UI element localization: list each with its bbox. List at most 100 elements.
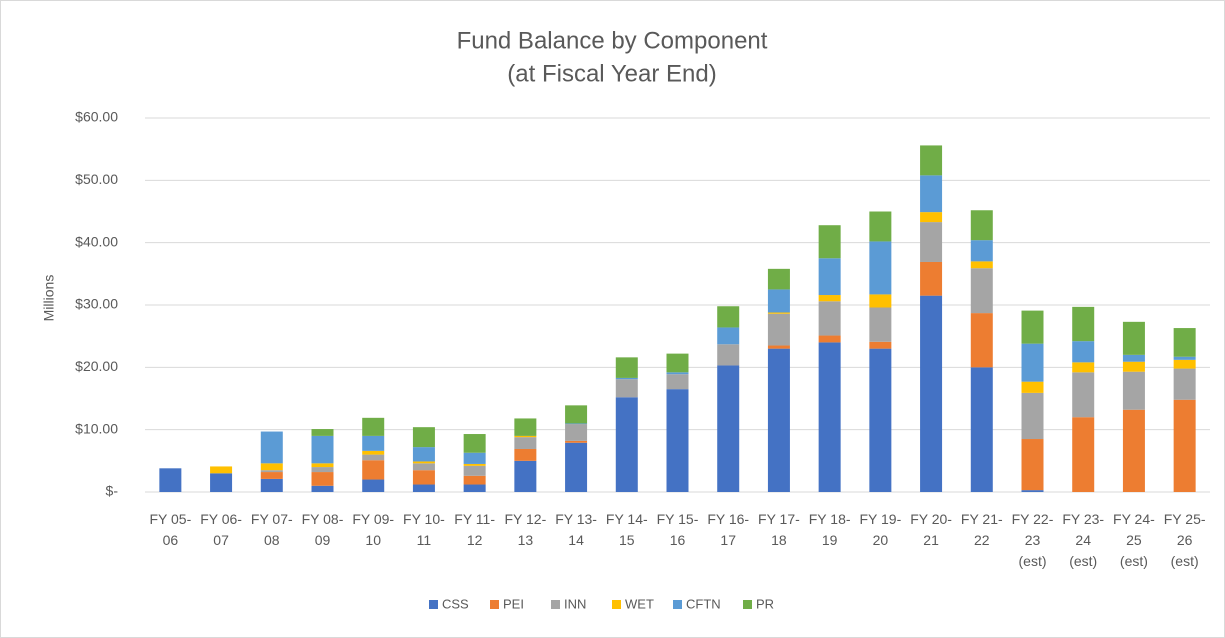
chart-subtitle: (at Fiscal Year End) (507, 60, 716, 87)
y-tick-label: $- (106, 483, 119, 499)
bar-segment (1072, 362, 1095, 373)
bar-segment (565, 405, 588, 424)
bar-segment (970, 261, 993, 269)
legend-swatch (673, 600, 682, 609)
bar-segment (920, 261, 943, 296)
bar-segment (1173, 359, 1196, 369)
y-tick-label: $40.00 (75, 233, 118, 249)
bar-segment (767, 268, 790, 290)
bar-segment (1021, 439, 1044, 491)
bar-segment (1173, 368, 1196, 400)
bar-segment (159, 468, 182, 492)
bar-segment (717, 365, 740, 492)
bar-segment (412, 463, 435, 471)
legend-swatch (490, 600, 499, 609)
bar-segment (210, 473, 233, 492)
bar-segment (362, 454, 385, 461)
bar-segment (615, 357, 638, 378)
bar-segment (565, 423, 588, 425)
bar-segment (1021, 343, 1044, 382)
bar-segment (463, 465, 486, 476)
bar-segment (514, 437, 537, 449)
bar-segment (1072, 306, 1095, 342)
bar-segment (818, 295, 841, 302)
legend-label: PEI (503, 596, 524, 611)
bar-segment (311, 467, 334, 473)
bar-segment (666, 372, 689, 375)
y-tick-label: $50.00 (75, 171, 118, 187)
bar-segment (412, 470, 435, 485)
bar-segment (717, 327, 740, 345)
x-tick-label: FY 21-22 (961, 511, 1003, 548)
y-tick-label: $30.00 (75, 296, 118, 312)
x-tick-label: FY 10-11 (403, 511, 445, 548)
bar-segment (818, 301, 841, 336)
legend-swatch (743, 600, 752, 609)
x-tick-label: FY 25-26 (est) (1164, 511, 1206, 569)
bar-segment (818, 335, 841, 343)
bar-segment (1072, 417, 1095, 492)
bar-segment (818, 342, 841, 492)
bar-segment (514, 448, 537, 461)
bar-segment (311, 485, 334, 492)
bar-segment (514, 460, 537, 492)
legend-label: WET (625, 596, 654, 611)
bar-segment (666, 353, 689, 373)
bar-segment (514, 418, 537, 436)
bar-segment (311, 435, 334, 464)
legend-label: PR (756, 596, 774, 611)
x-tick-label: FY 15-16 (657, 511, 699, 548)
bar-segment (869, 341, 892, 349)
bar-segment (1173, 328, 1196, 357)
bar-segment (615, 377, 638, 380)
y-tick-label: $10.00 (75, 420, 118, 436)
bar-segment (767, 313, 790, 346)
bar-segment (463, 463, 486, 466)
bar-segment (514, 435, 537, 438)
bar-segment (463, 434, 486, 453)
bar-segment (869, 241, 892, 295)
bar-segment (818, 225, 841, 259)
bar-segment (1072, 341, 1095, 363)
bar-segment (210, 466, 233, 474)
x-tick-label: FY 14-15 (606, 511, 648, 548)
bar-segment (463, 475, 486, 485)
x-tick-label: FY 12-13 (504, 511, 546, 548)
bar-segment (970, 268, 993, 314)
x-tick-label: FY 07-08 (251, 511, 293, 548)
bar-segment (615, 397, 638, 492)
bar-segment (260, 470, 283, 473)
x-tick-label: FY 18-19 (809, 511, 851, 548)
bar-segment (463, 484, 486, 492)
x-tick-label: FY 20-21 (910, 511, 952, 548)
bar-segment (1021, 310, 1044, 344)
bar-segment (615, 379, 638, 398)
bar-segment (412, 484, 435, 492)
bar-segment (1021, 381, 1044, 393)
bar-segment (767, 289, 790, 313)
bar-segment (1021, 392, 1044, 440)
bar-segment (920, 145, 943, 176)
bar-segment (311, 463, 334, 468)
x-tick-label: FY 13-14 (555, 511, 597, 548)
bar-segment (970, 367, 993, 492)
y-axis-label: Millions (41, 275, 57, 322)
bar-segment (1122, 371, 1145, 410)
bar-segment (412, 461, 435, 464)
bar-segment (970, 210, 993, 241)
bar-segment (1072, 372, 1095, 418)
bar-segment (920, 222, 943, 262)
bar-segment (362, 417, 385, 436)
bar-segment (362, 460, 385, 480)
y-tick-label: $20.00 (75, 358, 118, 374)
bar-segment (920, 175, 943, 213)
x-tick-label: FY 11-12 (454, 511, 495, 548)
bar-segment (565, 424, 588, 441)
x-tick-label: FY 08-09 (302, 511, 344, 548)
x-tick-label: FY 24-25 (est) (1113, 511, 1155, 569)
legend-label: INN (564, 596, 586, 611)
bar-segment (362, 479, 385, 492)
bar-segment (362, 435, 385, 451)
bar-segment (767, 345, 790, 349)
